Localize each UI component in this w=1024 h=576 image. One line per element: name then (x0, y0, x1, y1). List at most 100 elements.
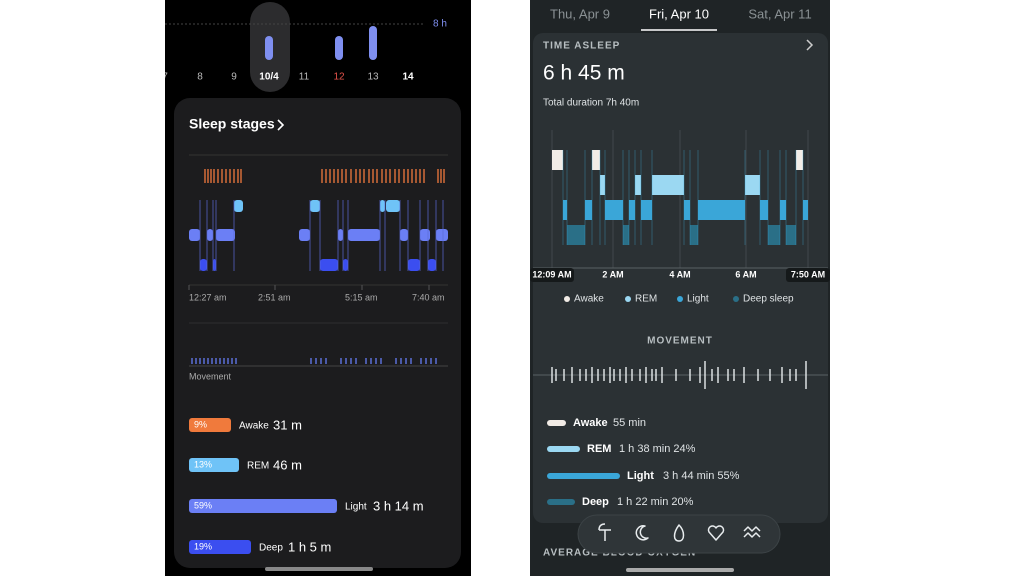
stage-block (200, 259, 207, 271)
stage-duration: 46 m (273, 457, 302, 472)
movement-dot (395, 358, 397, 364)
time-label: 5:15 am (345, 292, 378, 302)
movement-dot (435, 358, 437, 364)
stage-block (780, 200, 786, 220)
movement-dot (215, 358, 217, 364)
stage-block (234, 200, 243, 212)
date-tab[interactable]: Fri, Apr 10 (649, 6, 709, 21)
card-title[interactable]: TIME ASLEEP (543, 41, 620, 52)
day-label[interactable]: 10/4 (259, 72, 279, 83)
time-label: 12:27 am (189, 292, 227, 302)
stage-bar (189, 458, 239, 472)
movement-dot (375, 358, 377, 364)
day-bar (369, 26, 377, 60)
time-label-pill (786, 268, 830, 282)
chevron-icon[interactable] (806, 39, 814, 51)
movement-dot (340, 358, 342, 364)
stage-block (348, 229, 380, 241)
stage-percent: 59% (194, 500, 212, 510)
stage-block (436, 229, 448, 241)
stage-block (386, 200, 400, 212)
day-label[interactable]: 9 (231, 72, 237, 83)
stage-bar (547, 499, 575, 505)
day-label[interactable]: 11 (299, 72, 310, 83)
nav-icon[interactable] (707, 525, 725, 541)
date-tab[interactable]: Sat, Apr 11 (748, 6, 811, 21)
time-label: 6 AM (735, 269, 756, 279)
stage-bar (189, 418, 231, 432)
stage-block (338, 229, 343, 241)
movement-dot (235, 358, 237, 364)
stage-block (380, 200, 385, 212)
stage-block (408, 259, 420, 271)
stage-bar (547, 446, 580, 452)
movement-dot (211, 358, 213, 364)
stage-duration: 1 h 5 m (288, 539, 331, 554)
stage-block (299, 229, 310, 241)
stage-block (600, 175, 605, 195)
movement-dot (219, 358, 221, 364)
movement-dot (231, 358, 233, 364)
nav-icon[interactable] (598, 523, 611, 541)
stage-duration: 3 h 14 m (373, 498, 424, 513)
time-label: 7:50 AM (791, 269, 825, 279)
stage-bar (189, 499, 337, 513)
stage-name: Awake (573, 417, 608, 429)
stage-block (786, 225, 796, 245)
stage-block (684, 200, 690, 220)
stage-block (216, 229, 235, 241)
day-label[interactable]: 14 (402, 72, 414, 83)
day-label[interactable]: 7 (162, 72, 168, 83)
stage-name: Awake (239, 421, 269, 432)
goal-label: 8 h (433, 19, 447, 30)
day-bar (265, 36, 273, 60)
movement-dot (410, 358, 412, 364)
nav-icon[interactable] (635, 525, 649, 541)
movement-dot (400, 358, 402, 364)
movement-dot (350, 358, 352, 364)
stage-name: Light (627, 470, 654, 482)
stage-block (552, 150, 563, 170)
home-indicator (265, 567, 373, 571)
stage-block (698, 200, 745, 220)
movement-dot (203, 358, 205, 364)
stage-block (690, 225, 698, 245)
movement-dot (207, 358, 209, 364)
day-label[interactable]: 12 (333, 72, 345, 83)
chevron-icon[interactable] (277, 119, 285, 131)
stage-block (641, 200, 652, 220)
stage-percent: 19% (194, 541, 212, 551)
stage-detail: 3 h 44 min 55% (663, 470, 740, 482)
stage-block (400, 229, 408, 241)
movement-dot (355, 358, 357, 364)
day-bar (335, 36, 343, 60)
date-tab[interactable]: Thu, Apr 9 (550, 6, 610, 21)
movement-dot (223, 358, 225, 364)
nav-icon[interactable] (673, 524, 685, 542)
day-label[interactable]: 13 (367, 72, 379, 83)
stage-block (592, 150, 600, 170)
stage-block (585, 200, 592, 220)
total-duration: Total duration 7h 40m (543, 98, 639, 109)
stage-percent: 9% (194, 419, 207, 429)
legend-dot (733, 296, 739, 302)
nav-icon[interactable] (743, 526, 761, 538)
stage-name: REM (247, 461, 269, 472)
time-asleep-card (533, 33, 828, 523)
stage-detail: 55 min (613, 417, 646, 429)
movement-dot (320, 358, 322, 364)
stage-block (563, 200, 567, 220)
time-label: 12:09 AM (532, 269, 571, 279)
movement-dot (345, 358, 347, 364)
movement-dot (425, 358, 427, 364)
stage-detail: 1 h 38 min 24% (619, 443, 696, 455)
movement-dot (325, 358, 327, 364)
stage-detail: 1 h 22 min 20% (617, 496, 694, 508)
legend-dot (564, 296, 570, 302)
card-title[interactable]: Sleep stages (189, 116, 275, 132)
stage-block (629, 200, 635, 220)
day-label[interactable]: 8 (197, 72, 203, 83)
stage-bar (189, 540, 251, 554)
